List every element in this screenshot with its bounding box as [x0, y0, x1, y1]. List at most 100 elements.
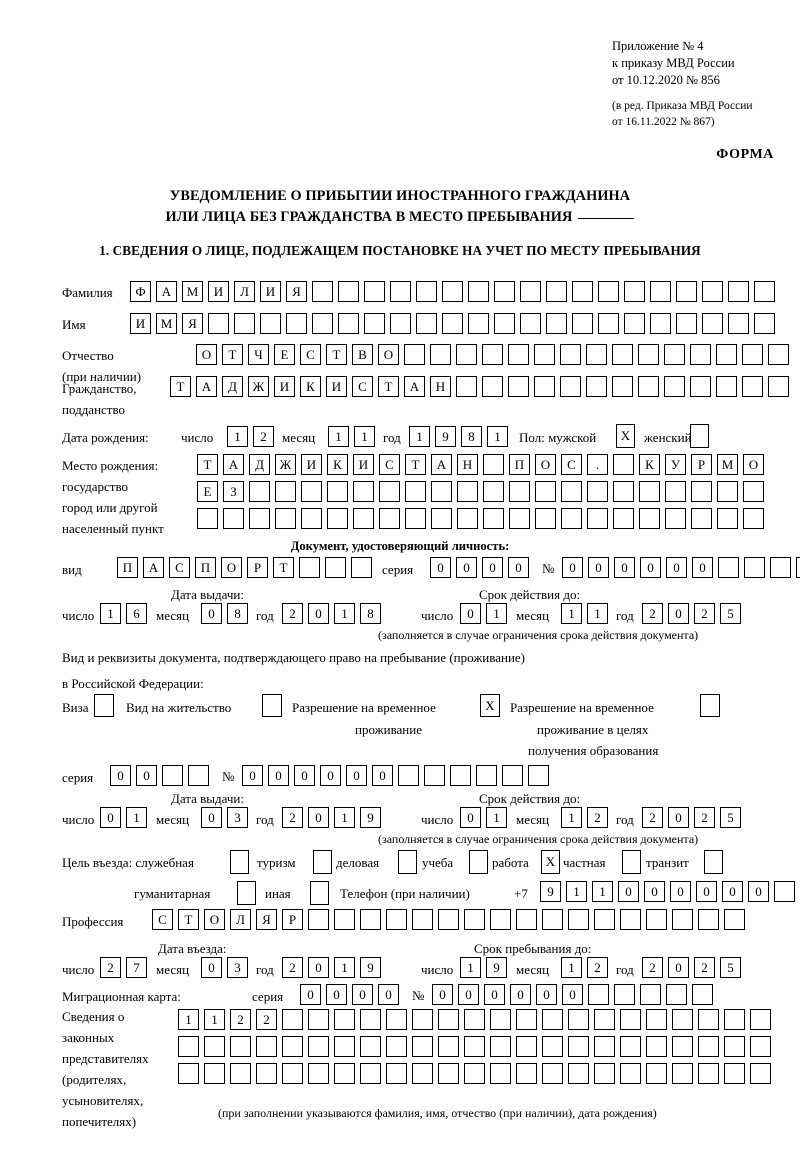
char-cell[interactable] — [520, 281, 541, 302]
char-cell[interactable] — [334, 909, 355, 930]
char-cell[interactable] — [646, 1036, 667, 1057]
char-cell[interactable]: Л — [234, 281, 255, 302]
char-cell[interactable]: 0 — [482, 557, 503, 578]
char-cell[interactable] — [542, 909, 563, 930]
char-cell[interactable]: 1 — [409, 426, 430, 447]
char-cell[interactable]: 8 — [461, 426, 482, 447]
char-cell[interactable] — [594, 1063, 615, 1084]
char-cell[interactable] — [568, 1036, 589, 1057]
char-cell[interactable] — [301, 508, 322, 529]
char-cell[interactable] — [360, 1063, 381, 1084]
char-cell[interactable] — [702, 281, 723, 302]
sex-female-checkbox[interactable] — [690, 424, 709, 448]
char-cell[interactable] — [456, 344, 477, 365]
char-cell[interactable] — [249, 508, 270, 529]
char-cell[interactable]: П — [509, 454, 530, 475]
char-cell[interactable] — [535, 481, 556, 502]
char-cell[interactable] — [390, 281, 411, 302]
char-cell[interactable] — [516, 909, 537, 930]
char-cell[interactable] — [308, 1063, 329, 1084]
char-cell[interactable]: 2 — [253, 426, 274, 447]
char-cell[interactable] — [796, 557, 800, 578]
char-cell[interactable]: 0 — [378, 984, 399, 1005]
char-cell[interactable]: 9 — [435, 426, 456, 447]
char-cell[interactable]: Т — [378, 376, 399, 397]
purpose-humanitarian-checkbox[interactable] — [237, 881, 256, 905]
char-cell[interactable]: 7 — [126, 957, 147, 978]
char-cell[interactable] — [572, 313, 593, 334]
char-cell[interactable] — [754, 313, 775, 334]
char-cell[interactable] — [646, 909, 667, 930]
char-cell[interactable] — [197, 508, 218, 529]
char-cell[interactable] — [364, 313, 385, 334]
char-cell[interactable] — [490, 1009, 511, 1030]
char-cell[interactable] — [490, 1036, 511, 1057]
char-cell[interactable] — [717, 508, 738, 529]
char-cell[interactable] — [612, 376, 633, 397]
temp-residence-checkbox[interactable]: Х — [480, 694, 500, 717]
char-cell[interactable] — [312, 313, 333, 334]
char-cell[interactable]: П — [117, 557, 138, 578]
char-cell[interactable] — [768, 376, 789, 397]
char-cell[interactable] — [178, 1063, 199, 1084]
char-cell[interactable]: 0 — [294, 765, 315, 786]
char-cell[interactable] — [483, 454, 504, 475]
char-cell[interactable]: А — [431, 454, 452, 475]
char-cell[interactable]: . — [587, 454, 608, 475]
char-cell[interactable] — [416, 313, 437, 334]
char-cell[interactable]: 1 — [487, 426, 508, 447]
char-cell[interactable] — [516, 1063, 537, 1084]
char-cell[interactable] — [234, 313, 255, 334]
char-cell[interactable] — [482, 376, 503, 397]
char-cell[interactable] — [353, 481, 374, 502]
char-cell[interactable] — [728, 313, 749, 334]
char-cell[interactable] — [308, 1009, 329, 1030]
char-cell[interactable]: 0 — [110, 765, 131, 786]
char-cell[interactable] — [482, 344, 503, 365]
char-cell[interactable]: 2 — [282, 807, 303, 828]
char-cell[interactable] — [442, 313, 463, 334]
rep-line-3-boxes[interactable] — [178, 1063, 771, 1084]
char-cell[interactable] — [299, 557, 320, 578]
char-cell[interactable] — [379, 481, 400, 502]
char-cell[interactable]: О — [535, 454, 556, 475]
char-cell[interactable] — [640, 984, 661, 1005]
char-cell[interactable]: 0 — [372, 765, 393, 786]
char-cell[interactable]: М — [182, 281, 203, 302]
char-cell[interactable]: 0 — [696, 881, 717, 902]
char-cell[interactable] — [672, 1063, 693, 1084]
char-cell[interactable]: И — [130, 313, 151, 334]
char-cell[interactable] — [516, 1036, 537, 1057]
char-cell[interactable]: 0 — [201, 603, 222, 624]
char-cell[interactable]: Ч — [248, 344, 269, 365]
char-cell[interactable] — [450, 765, 471, 786]
char-cell[interactable] — [442, 281, 463, 302]
char-cell[interactable] — [742, 376, 763, 397]
char-cell[interactable] — [770, 557, 791, 578]
char-cell[interactable]: 0 — [456, 557, 477, 578]
char-cell[interactable] — [438, 1063, 459, 1084]
char-cell[interactable] — [624, 281, 645, 302]
char-cell[interactable]: 1 — [587, 603, 608, 624]
char-cell[interactable]: К — [327, 454, 348, 475]
char-cell[interactable]: Р — [247, 557, 268, 578]
char-cell[interactable] — [334, 1036, 355, 1057]
char-cell[interactable]: 0 — [308, 957, 329, 978]
char-cell[interactable]: 2 — [694, 807, 715, 828]
char-cell[interactable] — [386, 1063, 407, 1084]
purpose-official-checkbox[interactable] — [230, 850, 249, 874]
char-cell[interactable] — [586, 376, 607, 397]
char-cell[interactable] — [390, 313, 411, 334]
char-cell[interactable]: 0 — [668, 957, 689, 978]
char-cell[interactable]: 1 — [592, 881, 613, 902]
char-cell[interactable] — [438, 1036, 459, 1057]
char-cell[interactable]: 2 — [282, 603, 303, 624]
char-cell[interactable] — [386, 1009, 407, 1030]
char-cell[interactable]: 1 — [561, 807, 582, 828]
char-cell[interactable] — [744, 557, 765, 578]
